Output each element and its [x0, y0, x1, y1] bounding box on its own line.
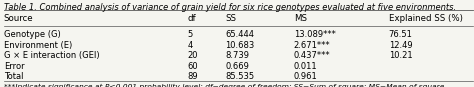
Text: 85.535: 85.535	[225, 72, 254, 81]
Text: 0.961: 0.961	[294, 72, 318, 81]
Text: 13.089***: 13.089***	[294, 30, 336, 39]
Text: Error: Error	[4, 62, 25, 71]
Text: Explained SS (%): Explained SS (%)	[389, 14, 463, 23]
Text: 4: 4	[187, 41, 192, 50]
Text: 0.437***: 0.437***	[294, 51, 330, 60]
Text: Genotype (G): Genotype (G)	[4, 30, 61, 39]
Text: Total: Total	[4, 72, 23, 81]
Text: MS: MS	[294, 14, 307, 23]
Text: 0.669: 0.669	[225, 62, 249, 71]
Text: 76.51: 76.51	[389, 30, 412, 39]
Text: Table 1. Combined analysis of variance of grain yield for six rice genotypes eva: Table 1. Combined analysis of variance o…	[4, 3, 456, 12]
Text: 12.49: 12.49	[389, 41, 412, 50]
Text: 20: 20	[187, 51, 198, 60]
Text: 65.444: 65.444	[225, 30, 254, 39]
Text: Source: Source	[4, 14, 33, 23]
Text: 89: 89	[187, 72, 198, 81]
Text: 10.683: 10.683	[225, 41, 255, 50]
Text: 60: 60	[187, 62, 198, 71]
Text: 0.011: 0.011	[294, 62, 318, 71]
Text: 5: 5	[187, 30, 192, 39]
Text: Environment (E): Environment (E)	[4, 41, 72, 50]
Text: ***Indicate significance at P<0.001 probability level; df=degree of freedom; SS=: ***Indicate significance at P<0.001 prob…	[4, 84, 444, 87]
Text: df: df	[187, 14, 196, 23]
Text: 8.739: 8.739	[225, 51, 249, 60]
Text: 2.671***: 2.671***	[294, 41, 330, 50]
Text: 10.21: 10.21	[389, 51, 412, 60]
Text: G × E interaction (GEI): G × E interaction (GEI)	[4, 51, 100, 60]
Text: SS: SS	[225, 14, 236, 23]
